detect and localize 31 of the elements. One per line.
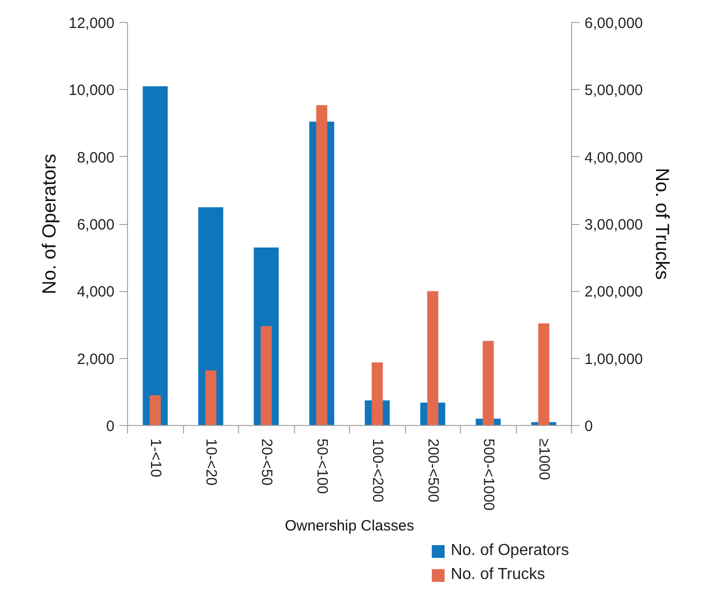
y2-tick-label: 4,00,000 (584, 149, 643, 166)
x-tick-label: ≥1000 (535, 438, 552, 480)
legend-label: No. of Operators (450, 542, 569, 560)
y2-tick-label: 1,00,000 (584, 350, 643, 368)
x-axis-title: Ownership Classes (284, 518, 414, 535)
y2-tick-label: 3,00,000 (584, 216, 643, 234)
y-tick-label: 4,000 (76, 284, 115, 301)
y-tick-label: 10,000 (68, 82, 115, 100)
x-tick-label: 500-<1000 (480, 438, 497, 511)
x-tick-label: 20-<50 (258, 438, 275, 486)
bar (142, 86, 168, 426)
bar (150, 395, 161, 426)
y-tick-label: 2,000 (76, 350, 115, 368)
y2-tick-label: 5,00,000 (584, 82, 643, 100)
bar (260, 326, 272, 426)
x-tick-label: 1-<10 (146, 438, 164, 478)
y-tick-label: 6,000 (76, 216, 115, 234)
y2-tick-label: 6,00,000 (584, 15, 643, 32)
bar (205, 370, 216, 426)
y-axis-title: No. of Operators (40, 154, 61, 294)
x-tick-label: 100-<200 (368, 438, 386, 502)
x-tick-label: 10-<20 (202, 438, 220, 486)
x-tick-label: 50-<100 (313, 438, 330, 494)
y-tick-label: 8,000 (76, 149, 115, 166)
y2-tick-label: 0 (584, 418, 593, 435)
x-tick-label: 200-<500 (424, 438, 442, 502)
y2-axis-title: No. of Trucks (650, 168, 672, 280)
y2-tick-label: 2,00,000 (584, 284, 643, 301)
y-tick-label: 0 (106, 418, 114, 435)
y-tick-label: 12,000 (68, 15, 115, 32)
legend-label: No. of Trucks (450, 566, 545, 584)
